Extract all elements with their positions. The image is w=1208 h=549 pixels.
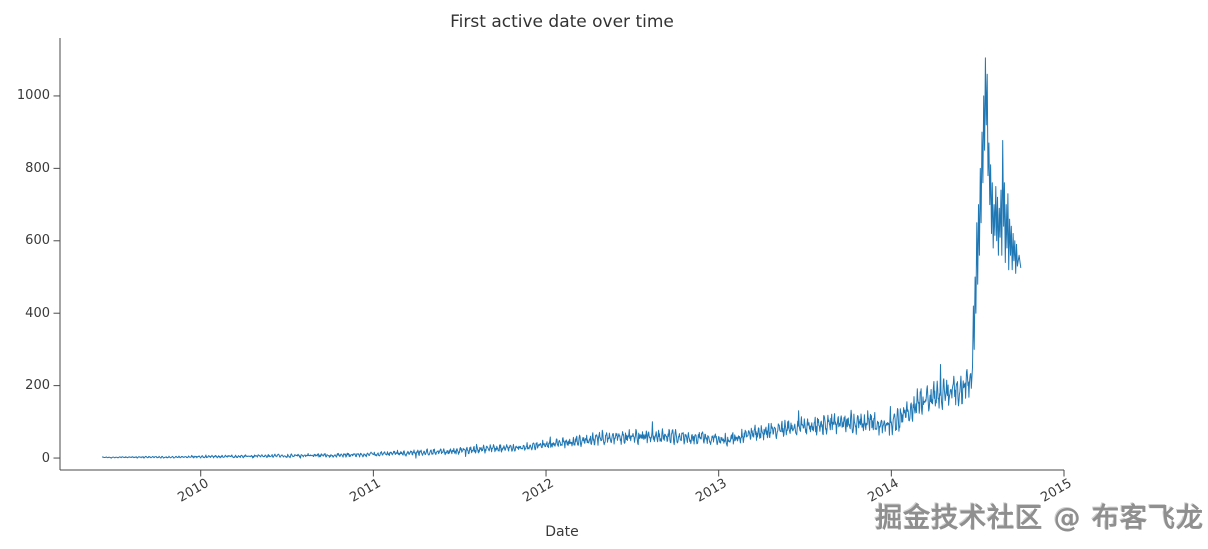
x-axis-title: Date [545, 524, 579, 540]
y-tick-label: 0 [41, 450, 50, 466]
chart-title: First active date over time [450, 12, 674, 32]
y-tick-label: 400 [25, 305, 50, 321]
series-line [101, 57, 1022, 459]
y-tick-label: 1000 [16, 88, 50, 104]
y-tick-label: 600 [25, 233, 50, 249]
watermark: 掘金技术社区 @ 布客飞龙 [875, 503, 1204, 534]
y-tick-label: 800 [25, 160, 50, 176]
axes-layer [53, 38, 1065, 477]
y-tick-label: 200 [25, 378, 50, 394]
